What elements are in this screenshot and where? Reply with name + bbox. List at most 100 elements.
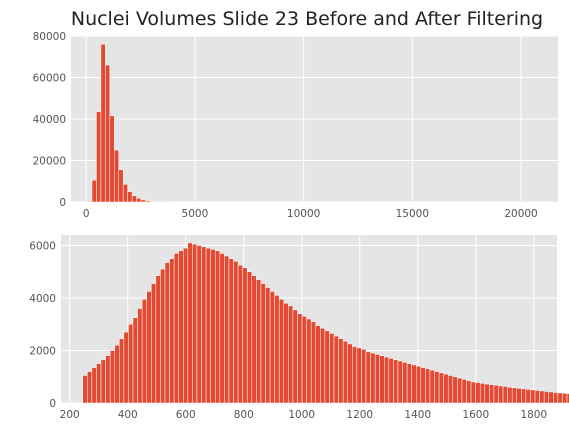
bottom-histogram-bar bbox=[548, 391, 554, 404]
bottom-histogram-bar bbox=[415, 366, 422, 404]
bottom-histogram-bar bbox=[333, 335, 339, 404]
bottom-histogram-bar bbox=[251, 275, 257, 404]
bottom-histogram-x-tick-label: 800 bbox=[234, 409, 254, 421]
top-histogram-bar bbox=[131, 195, 137, 203]
top-histogram-x-tick-label: 10000 bbox=[287, 208, 320, 220]
top-histogram-bar bbox=[105, 64, 111, 203]
bottom-histogram-bar bbox=[205, 247, 211, 404]
bottom-histogram-bar bbox=[233, 261, 239, 404]
bottom-histogram-bar bbox=[315, 325, 321, 404]
top-histogram-x-tick-label: 15000 bbox=[396, 208, 429, 220]
bottom-histogram-x-tick-label: 1400 bbox=[404, 409, 431, 421]
bottom-histogram-bar bbox=[320, 327, 326, 404]
bottom-histogram-bar bbox=[306, 318, 312, 404]
bottom-histogram-bar bbox=[457, 377, 463, 404]
top-histogram-x-tick-label: 0 bbox=[83, 208, 90, 220]
bottom-histogram-x-tick-label: 200 bbox=[60, 409, 80, 421]
bottom-histogram-bar bbox=[347, 343, 353, 404]
bottom-histogram-y-tick-label: 6000 bbox=[29, 241, 56, 253]
bottom-histogram-bar bbox=[114, 345, 120, 404]
bottom-histogram-bar bbox=[562, 393, 568, 404]
bottom-histogram-bar bbox=[352, 346, 358, 404]
bottom-histogram-bar bbox=[288, 305, 294, 404]
bottom-histogram-bar bbox=[173, 253, 179, 404]
bottom-histogram-bar bbox=[228, 258, 234, 404]
bottom-histogram-bar bbox=[178, 250, 184, 404]
bottom-histogram-bar bbox=[479, 383, 486, 404]
bottom-histogram-bar bbox=[443, 373, 449, 404]
bottom-histogram-bar bbox=[502, 386, 508, 404]
bottom-histogram-y-tick-label: 2000 bbox=[29, 346, 56, 358]
top-histogram: 0 5000 10000 15000 20000 0 20000 40000 60000 8000… bbox=[33, 31, 558, 220]
bottom-histogram-y-tick-label: 0 bbox=[49, 398, 56, 410]
bottom-histogram-bar bbox=[128, 324, 134, 404]
bottom-histogram-bar bbox=[402, 362, 408, 404]
bottom-histogram-bar bbox=[210, 249, 216, 404]
bottom-histogram-bar bbox=[557, 392, 563, 404]
bottom-histogram-x-tick-label: 1600 bbox=[462, 409, 489, 421]
top-histogram-bar bbox=[114, 149, 119, 203]
bottom-histogram-bar bbox=[196, 245, 202, 404]
bottom-histogram-bar bbox=[434, 371, 440, 404]
top-histogram-y-tick-label: 60000 bbox=[33, 73, 66, 85]
bottom-histogram-bar bbox=[310, 321, 316, 404]
bottom-histogram-bar bbox=[461, 379, 467, 404]
bottom-histogram-bar bbox=[361, 348, 367, 404]
bottom-histogram-bar bbox=[530, 389, 536, 404]
bottom-histogram-x-tick-label: 1200 bbox=[346, 409, 373, 421]
bottom-histogram-bar bbox=[393, 359, 399, 404]
top-histogram-bar bbox=[136, 198, 142, 203]
bottom-histogram-bar bbox=[475, 382, 481, 404]
bottom-histogram: 200 400 600 800 1000 1200 1400 1600 1800 0 2000 400… bbox=[29, 235, 569, 421]
bottom-histogram-bar bbox=[329, 333, 335, 404]
bottom-histogram-bar bbox=[219, 253, 225, 404]
bottom-histogram-bar bbox=[406, 363, 412, 404]
top-histogram-bar bbox=[96, 111, 102, 203]
bottom-histogram-bar bbox=[297, 313, 303, 404]
bottom-histogram-bar bbox=[137, 308, 143, 404]
bottom-histogram-bar bbox=[356, 347, 362, 404]
bottom-histogram-bar bbox=[338, 338, 344, 404]
top-histogram-y-tick-label: 80000 bbox=[33, 31, 66, 43]
bottom-histogram-bar bbox=[370, 352, 376, 404]
bottom-histogram-bar bbox=[105, 355, 111, 404]
bottom-histogram-bar bbox=[269, 291, 275, 404]
bottom-histogram-bar bbox=[511, 387, 518, 404]
top-histogram-bar bbox=[87, 201, 93, 203]
bottom-histogram-bar bbox=[283, 303, 289, 404]
bottom-histogram-x-tick-label: 400 bbox=[118, 409, 138, 421]
bottom-histogram-bar bbox=[246, 271, 253, 404]
bottom-histogram-bar bbox=[109, 350, 115, 404]
bottom-histogram-bar bbox=[379, 355, 385, 404]
top-histogram-bar bbox=[145, 200, 151, 203]
bottom-histogram-x-tick-label: 600 bbox=[176, 409, 196, 421]
bottom-histogram-bar bbox=[96, 363, 102, 404]
bottom-histogram-bar bbox=[543, 391, 549, 404]
bottom-histogram-bar bbox=[534, 390, 540, 404]
bottom-histogram-bar bbox=[420, 367, 426, 404]
top-histogram-bar bbox=[122, 184, 128, 203]
top-histogram-y-tick-label: 0 bbox=[59, 197, 66, 209]
bottom-histogram-bar bbox=[365, 351, 371, 404]
bottom-histogram-bar bbox=[192, 243, 198, 404]
bottom-histogram-bar bbox=[155, 275, 161, 404]
top-histogram-bar bbox=[127, 191, 133, 203]
bottom-histogram-bar bbox=[489, 384, 495, 404]
bottom-histogram-bar bbox=[183, 247, 189, 404]
bottom-histogram-bar bbox=[100, 359, 106, 404]
bottom-histogram-bar bbox=[91, 367, 97, 404]
bottom-histogram-bar bbox=[164, 262, 170, 404]
bottom-histogram-y-tick-label: 4000 bbox=[29, 293, 56, 305]
top-histogram-bar bbox=[140, 199, 146, 203]
bottom-histogram-bar bbox=[265, 287, 271, 404]
bottom-histogram-bar bbox=[388, 358, 394, 404]
bottom-histogram-bar bbox=[384, 356, 390, 404]
bottom-histogram-bar bbox=[187, 242, 193, 404]
bottom-histogram-bar bbox=[169, 258, 175, 404]
top-histogram-x-tick-label: 20000 bbox=[504, 208, 537, 220]
bottom-histogram-x-tick-label: 1000 bbox=[288, 409, 315, 421]
bottom-histogram-bar bbox=[507, 387, 513, 404]
bottom-histogram-bar bbox=[566, 393, 569, 404]
top-histogram-y-tick-label: 20000 bbox=[33, 156, 66, 168]
figure-title: Nuclei Volumes Slide 23 Before and After… bbox=[71, 8, 543, 30]
